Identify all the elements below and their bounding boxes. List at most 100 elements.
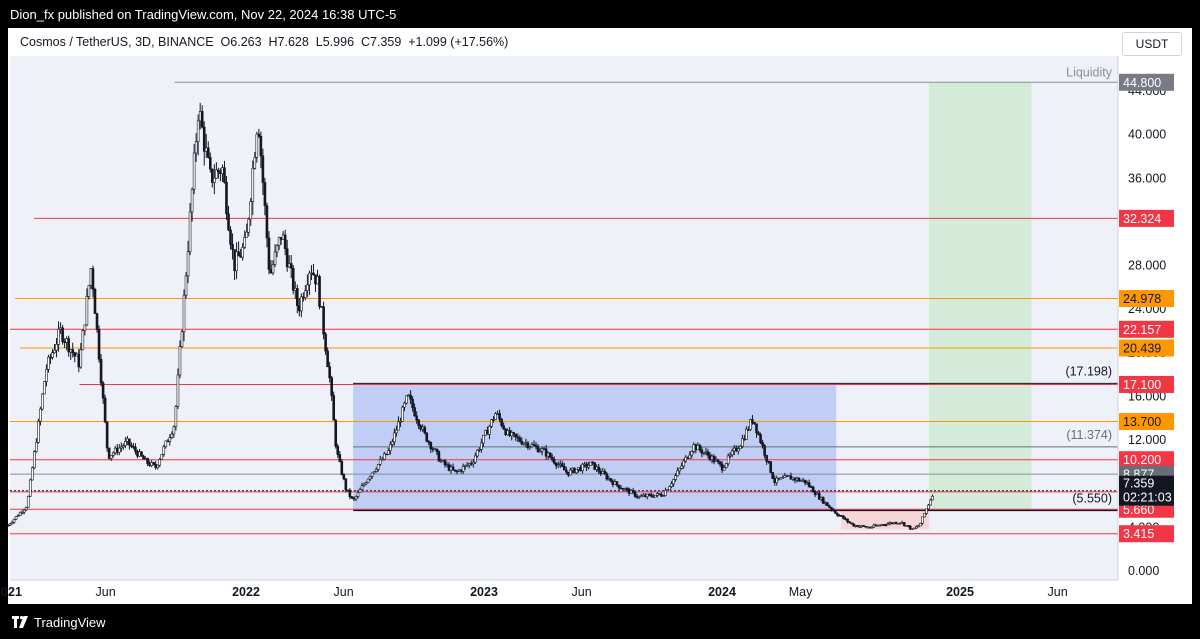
candle-body [870,526,874,529]
candle-body [391,441,394,445]
candle-body [793,477,797,481]
candle-body [395,429,398,434]
candle-body [275,245,279,253]
candle-body [732,447,736,452]
candle-body [18,512,22,516]
candle-body [293,287,297,291]
candle-body [751,419,754,423]
candle-body [540,448,544,452]
candle-body [213,177,216,183]
candle-body [629,490,633,494]
candle-body [405,395,408,404]
candle-body [271,264,275,274]
candle-body [83,324,87,331]
candle-body [459,469,463,472]
level-badge [1119,290,1174,308]
candle-body [87,284,91,297]
candle-body [235,251,238,272]
x-tick-label: May [789,585,813,599]
candle-body [63,341,66,343]
candle-body [413,407,416,417]
candle-body [12,518,16,523]
candle-body [273,251,277,266]
candle-body [338,454,342,462]
candle-body [490,419,493,427]
candle-body [380,458,384,461]
candle-body [73,352,77,357]
level-badge [1119,375,1174,393]
candle-body [538,450,542,453]
candle-body [888,522,892,525]
candle-body [714,459,718,463]
x-tick-label: 2022 [232,585,260,599]
candle-body [611,480,615,485]
candle-body [623,488,627,490]
candle-body [852,523,855,527]
symbol-name: Cosmos / TetherUS, 3D, BINANCE [20,35,214,49]
candle-body [482,434,485,444]
candle-body [261,155,265,183]
candle-body [45,368,48,382]
candle-body [223,167,226,183]
x-tick-label: 2021 [0,585,22,599]
candle-body [348,489,352,497]
candle-body [128,438,131,446]
candle-body [180,331,184,347]
candle-body [734,447,738,452]
candle-body [631,490,635,493]
publisher-bar: Dion_fx published on TradingView.com, No… [0,0,1200,28]
candle-body [105,421,109,449]
candle-body [639,495,643,498]
candle-body [217,169,220,173]
candle-body [781,477,785,479]
candle-body [550,457,554,460]
candle-body [233,249,236,272]
candle-body [409,394,412,400]
candle-body [194,141,198,154]
candle-body [399,421,402,423]
candle-body [93,288,97,314]
candle-body [492,419,495,421]
candle-body [61,327,64,342]
candle-body [316,276,319,285]
candle-body [411,398,414,408]
candle-body [544,448,548,457]
candle-body [55,344,58,351]
candle-body [536,446,540,453]
candle-body [910,528,914,530]
time-axis[interactable] [10,580,1118,604]
level-badge [1119,320,1174,338]
candle-body [656,493,659,496]
candle-body [823,502,827,504]
countdown-text: 02:21:03 [1123,491,1172,505]
candle-body [356,492,360,497]
candle-body [745,428,748,440]
candle-body [429,442,433,450]
liquidity-badge [1119,73,1174,91]
candle-body [79,349,83,368]
candle-body [41,393,44,410]
level-badge [1119,451,1174,469]
currency-button[interactable]: USDT [1122,32,1182,56]
candle-body [548,452,552,458]
candle-body [57,328,60,345]
candle-body [613,481,617,485]
candle-body [862,525,866,527]
candle-body [546,452,550,457]
candle-body [666,489,669,492]
candle-body [708,454,712,461]
last-price-badge [1119,475,1174,506]
candle-body [633,491,637,497]
candle-body [178,346,182,376]
candle-body [931,495,934,501]
candle-body [552,459,556,464]
candle-body [320,306,323,308]
candle-body [528,446,532,448]
candle-body [832,509,835,512]
candle-body [561,463,564,467]
candle-body [300,296,303,312]
candle-body [607,478,611,480]
range-mid-label: (11.374) [1066,428,1112,442]
candle-body [664,490,667,496]
